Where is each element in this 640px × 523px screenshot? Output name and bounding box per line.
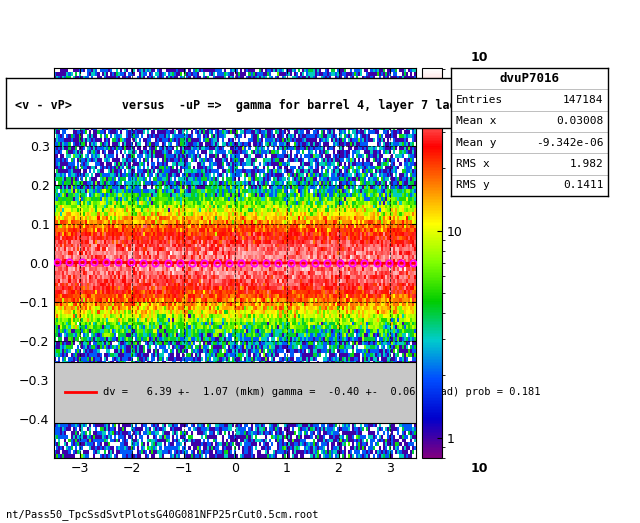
FancyBboxPatch shape [54,362,416,423]
Text: dv =   6.39 +-  1.07 (mkm) gamma =  -0.40 +-  0.06 (mrad) prob = 0.181: dv = 6.39 +- 1.07 (mkm) gamma = -0.40 +-… [104,388,541,397]
Text: Mean y: Mean y [456,138,497,147]
Text: RMS y: RMS y [456,180,490,190]
Text: RMS x: RMS x [456,159,490,169]
Text: Entries: Entries [456,95,503,105]
Text: 0.03008: 0.03008 [556,117,604,127]
Text: 10: 10 [470,51,488,64]
Text: -9.342e-06: -9.342e-06 [536,138,604,147]
Text: 0.1411: 0.1411 [563,180,604,190]
Text: nt/Pass50_TpcSsdSvtPlotsG40G081NFP25rCut0.5cm.root: nt/Pass50_TpcSsdSvtPlotsG40G081NFP25rCut… [6,509,319,520]
Text: dvuP7016: dvuP7016 [500,72,559,85]
Text: <v - vP>       versus  -uP =>  gamma for barrel 4, layer 7 ladder 16, all wafers: <v - vP> versus -uP => gamma for barrel … [15,99,586,112]
Text: Mean x: Mean x [456,117,497,127]
Text: 147184: 147184 [563,95,604,105]
Text: 1.982: 1.982 [570,159,604,169]
Text: 10: 10 [470,461,488,474]
